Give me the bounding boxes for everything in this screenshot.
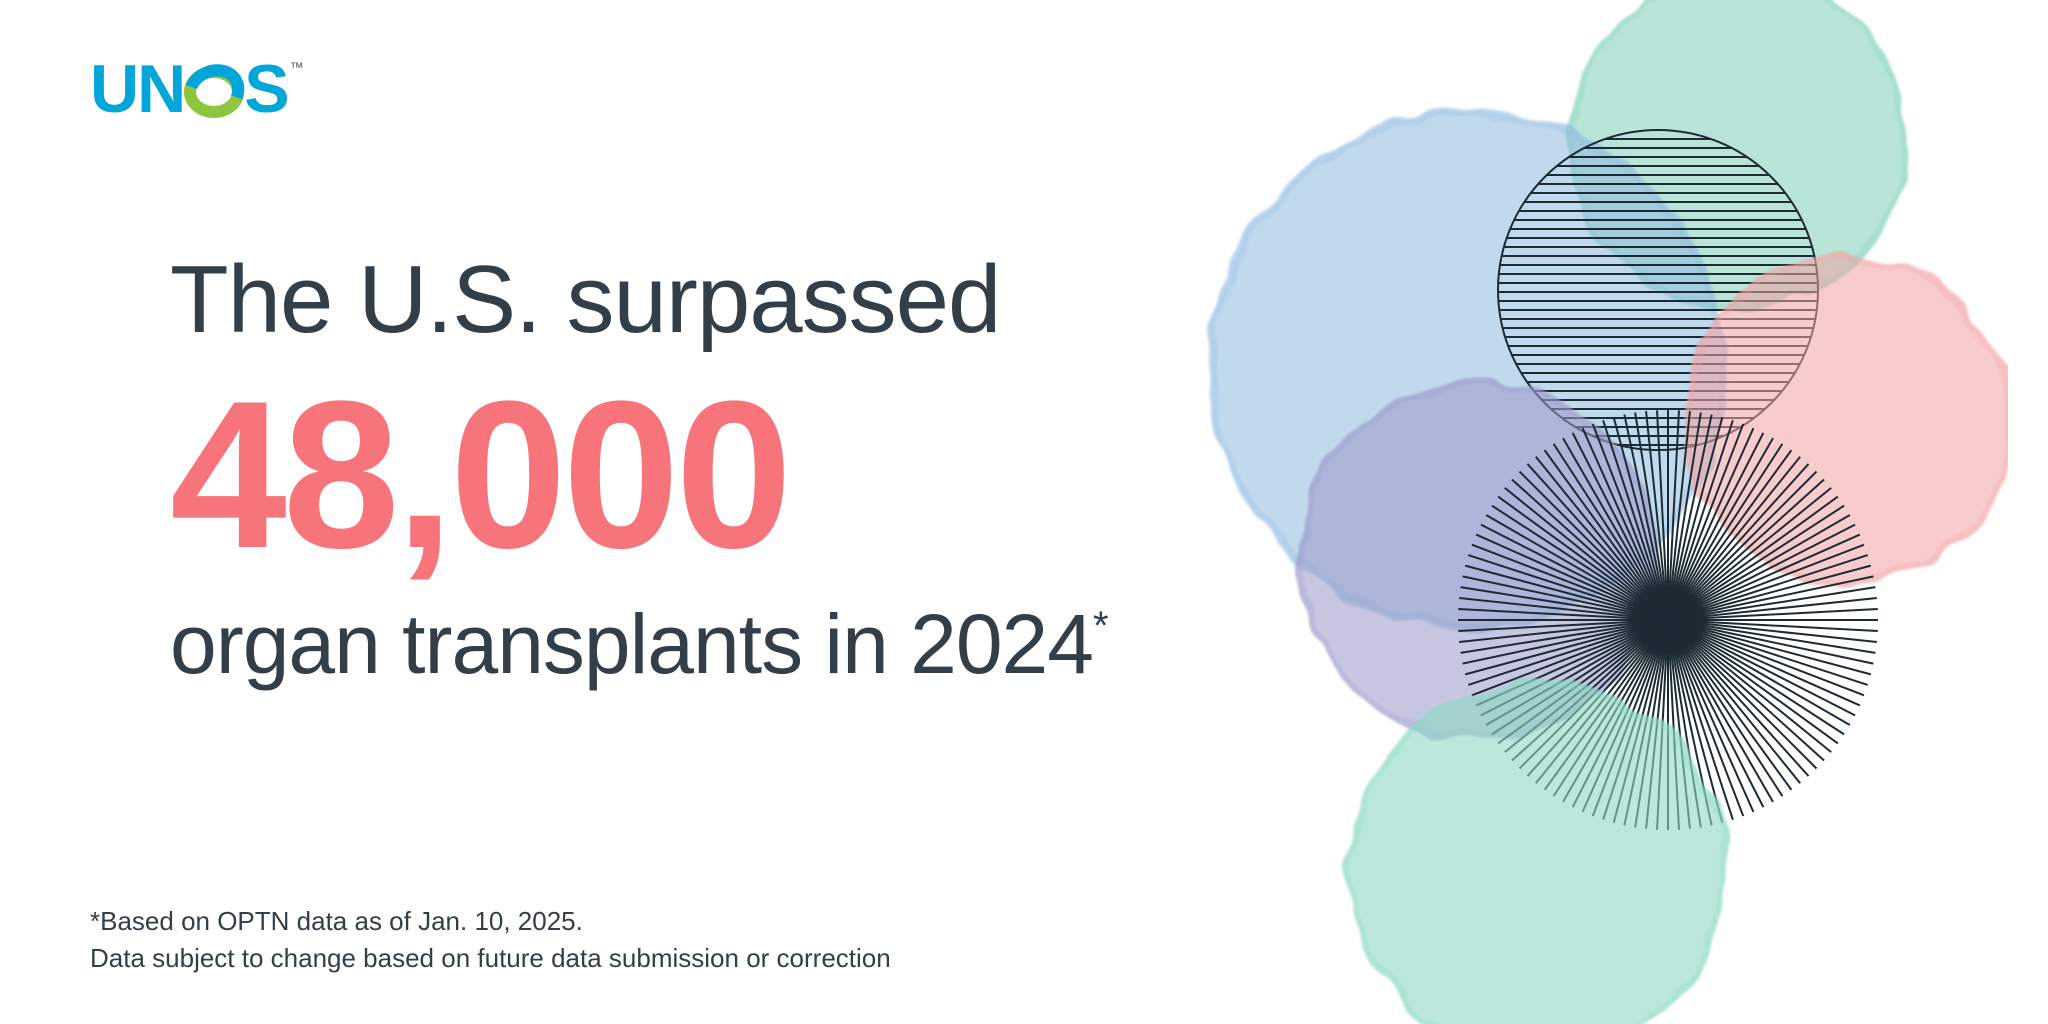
headline-number: 48,000 (170, 365, 1108, 586)
footnote: *Based on OPTN data as of Jan. 10, 2025.… (90, 903, 891, 976)
headline-asterisk: * (1093, 604, 1108, 648)
logo-tm: ™ (290, 59, 302, 75)
logo-letter-o-icon (184, 66, 244, 118)
headline-line3-text: organ transplants in 2024 (170, 597, 1093, 691)
watercolor-blob (1348, 680, 1728, 1024)
unos-logo: UNS™ (90, 50, 302, 128)
headline-line3: organ transplants in 2024* (170, 596, 1108, 693)
logo-letter-n: N (137, 51, 184, 127)
logo-letter-u: U (90, 51, 137, 127)
footnote-line2: Data subject to change based on future d… (90, 940, 891, 976)
logo-letter-s: S (244, 51, 287, 127)
footnote-line1: *Based on OPTN data as of Jan. 10, 2025. (90, 903, 891, 939)
headline-block: The U.S. surpassed 48,000 organ transpla… (170, 245, 1108, 693)
headline-line1: The U.S. surpassed (170, 245, 1108, 355)
decorative-circles-art (1108, 0, 2008, 1024)
